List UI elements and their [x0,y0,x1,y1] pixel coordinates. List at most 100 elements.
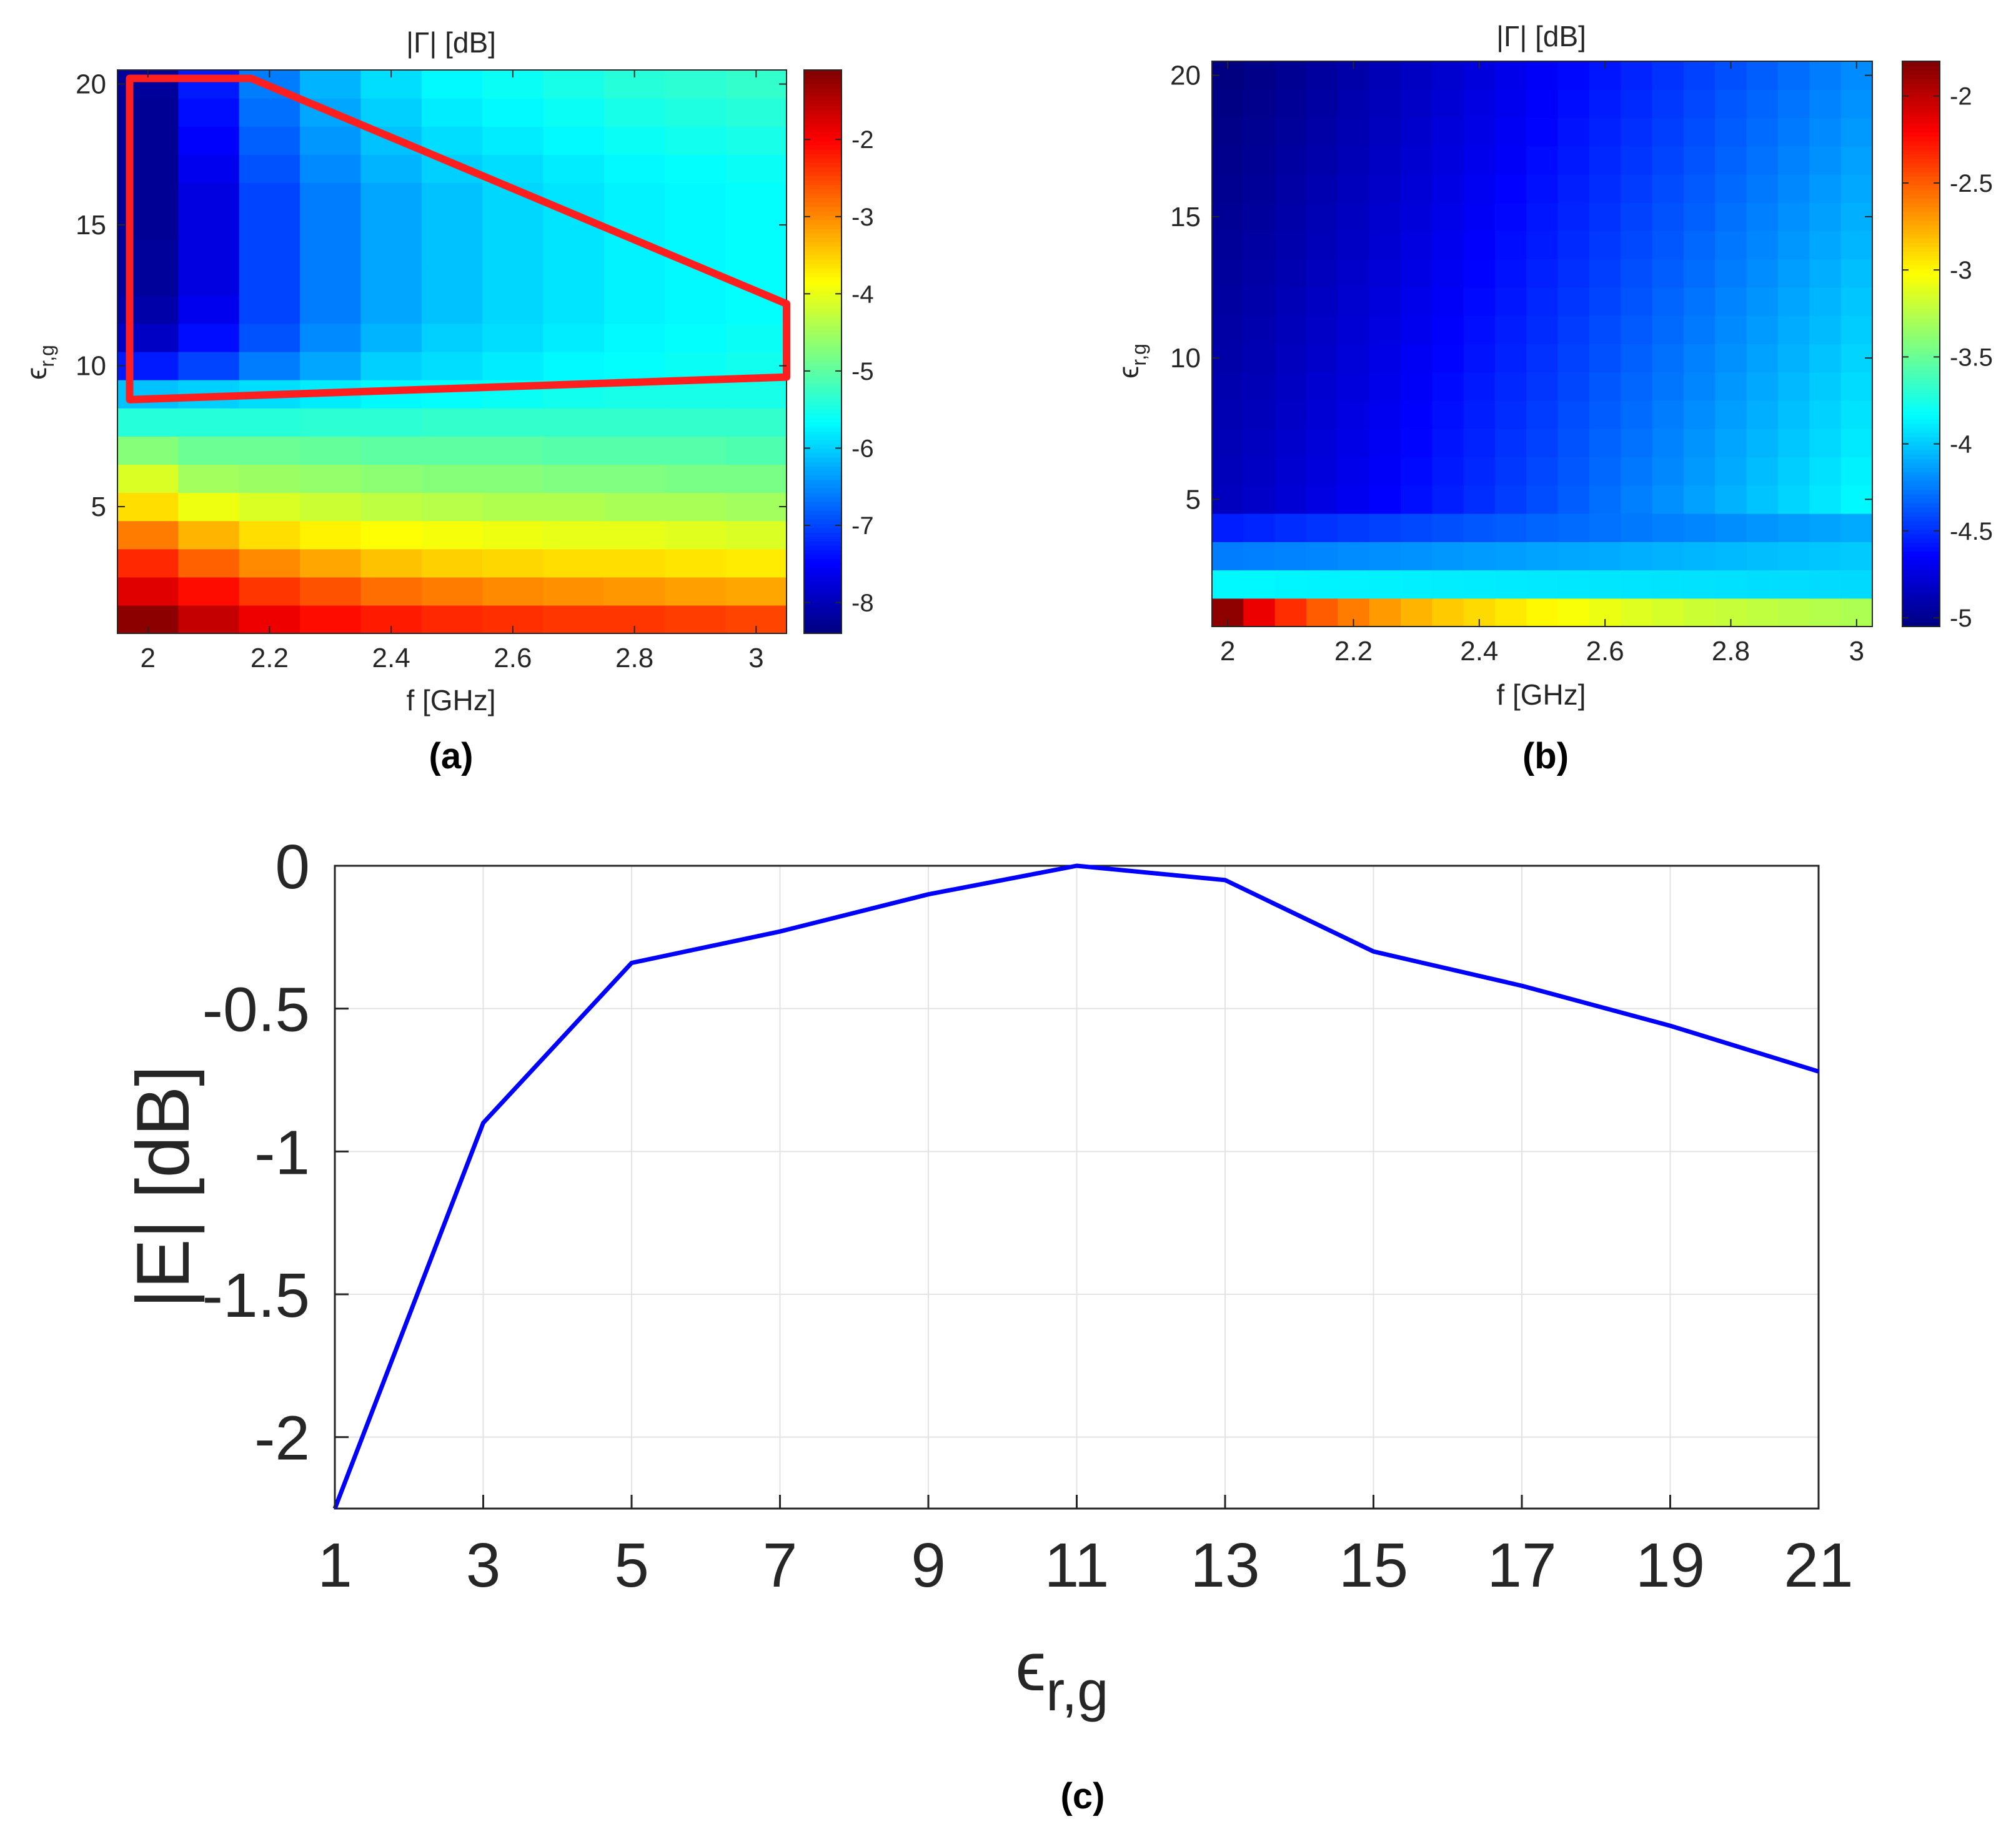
panel-b-cell [1369,315,1401,345]
panel-b-colorbar-segment [1902,507,1940,512]
panel-c-x-label-base: ϵ [1016,1628,1046,1705]
panel-b-colorbar-segment [1902,476,1940,482]
panel-b-cell [1432,570,1464,599]
panel-b-cell [1778,174,1810,203]
panel-b-cell [1589,146,1621,175]
panel-b-cell [1432,598,1464,627]
panel-a-cell [725,154,787,183]
panel-a-cell [300,126,362,155]
panel-b-cell [1526,457,1559,486]
panel-b-cell [1715,202,1747,232]
panel-b-cell [1274,230,1307,260]
panel-a-cell [178,267,240,296]
panel-a-cell [482,408,544,437]
panel-a-cell [603,323,665,352]
panel-a-colorbar-tick-label: -4 [852,280,874,308]
panel-a-cell [725,211,787,240]
panel-a-x-tick-label: 2.6 [494,643,532,673]
panel-b-cell [1432,287,1464,316]
panel-b-colorbar-segment [1902,162,1940,168]
panel-b-colorbar-segment [1902,171,1940,177]
panel-b-cell [1306,146,1338,175]
panel-b-cell [1243,202,1276,232]
panel-b-cell [1684,89,1716,119]
panel-b-colorbar-segment [1902,547,1940,552]
panel-a-cell [421,295,483,324]
panel-a-cell [421,605,483,634]
panel-a-colorbar-ticks: -8 -7 -6 -5 -4 -3 -2 [804,126,874,617]
panel-a-cell [421,98,483,127]
panel-a-colorbar-segment [804,404,842,410]
panel-a-colorbar-segment [804,615,842,621]
panel-b-cell [1715,315,1747,345]
panel-b-cell [1809,485,1842,514]
panel-b-cell [1840,117,1873,147]
panel-a-colorbar-segment [804,387,842,392]
panel-b-cell [1243,372,1276,401]
panel-a-cell [603,492,665,522]
panel-b-colorbar-segment [1902,242,1940,247]
panel-a-colorbar-segment [804,624,842,630]
panel-a-colorbar-segment [804,585,842,590]
panel-b-colorbar-box [1902,61,1940,627]
panel-a-cell [665,98,727,127]
panel-b-colorbar-segment [1902,379,1940,384]
panel-b-colorbar-segment [1902,189,1940,194]
panel-a-cell [300,182,362,212]
panel-b-cell [1338,117,1370,147]
panel-b-cell [1243,146,1276,175]
panel-b-cell [1621,174,1653,203]
panel-b-cell [1840,146,1873,175]
panel-a-colorbar-segment [804,259,842,264]
panel-b-colorbar-segment [1902,565,1940,570]
panel-b-cell [1652,372,1684,401]
panel-a-cell [117,548,179,578]
panel-b-colorbar-segment [1902,582,1940,588]
panel-a-cell [421,182,483,212]
panel-b-cell [1746,372,1779,401]
panel-b-cell [1809,259,1842,288]
panel-a-cell [360,492,422,522]
panel-b-cell [1684,400,1716,429]
panel-b-colorbar-segment [1902,423,1940,429]
panel-b-colorbar-segment [1902,211,1940,217]
panel-b-cell [1840,542,1873,571]
panel-b-colorbar-segment [1902,158,1940,164]
panel-a-cell [603,267,665,296]
panel-a-cell [360,239,422,268]
panel-b-colorbar-segment [1902,61,1940,66]
panel-b-colorbar-segment [1902,529,1940,535]
panel-b-cell [1212,513,1244,542]
panel-b-y-ticks: 5 10 15 20 [1170,61,1872,515]
panel-a-colorbar-segment [804,395,842,401]
panel-c-x-tick-label: 5 [614,1530,649,1600]
panel-b-cell [1746,513,1779,542]
panel-b-cell [1463,259,1496,288]
panel-a-cell [665,295,727,324]
panel-b-cell [1526,61,1559,90]
panel-b-colorbar-segment [1902,459,1940,464]
panel-b-colorbar-segment [1902,512,1940,517]
panel-a-cell [543,295,605,324]
panel-c-x-tick-label: 7 [763,1530,798,1600]
panel-b-colorbar-segment [1902,79,1940,84]
panel-b-cell [1526,89,1559,119]
panel-c-series [332,863,1820,1510]
panel-b-colorbar-segment [1902,608,1940,614]
panel-b-colorbar-segment [1902,595,1940,601]
panel-a-colorbar-segment [804,426,842,432]
panel-b-cell [1274,570,1307,599]
panel-b-cell [1243,429,1276,458]
panel-a-cell [725,548,787,578]
panel-b-cell [1621,259,1653,288]
panel-b-cell [1306,287,1338,316]
panel-b-cell [1621,429,1653,458]
panel-b-cell [1274,429,1307,458]
panel-b-cell [1432,146,1464,175]
panel-b-cell [1778,89,1810,119]
panel-c-x-tick-label: 13 [1190,1530,1259,1600]
panel-b-cell [1557,230,1590,260]
panel-a-cell [603,295,665,324]
panel-a-cell [239,267,300,296]
panel-b-cell [1621,598,1653,627]
